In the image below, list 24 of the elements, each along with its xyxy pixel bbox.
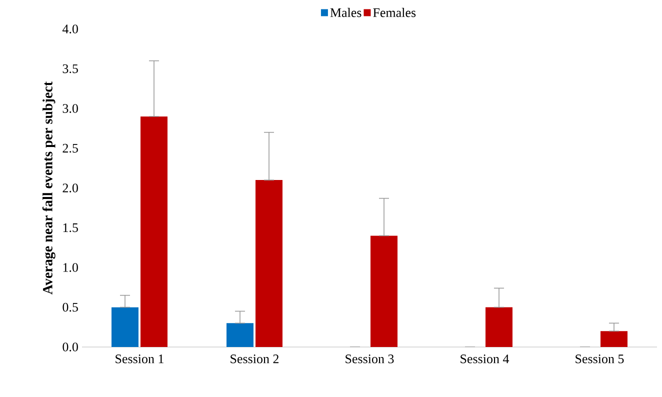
x-tick-label: Session 1 — [116, 354, 164, 364]
bar — [370, 236, 398, 347]
bar — [256, 180, 282, 347]
x-tick-label: Session 3 — [346, 354, 394, 364]
bar — [226, 323, 254, 347]
bar — [112, 307, 138, 347]
y-tick-label: 1.5 — [63, 223, 78, 232]
y-tick-label: 0.5 — [62, 302, 78, 312]
bar — [600, 331, 628, 347]
x-tick-label: Session 5 — [576, 354, 624, 364]
y-tick-label: 3.5 — [62, 64, 78, 74]
y-tick-label: 2.5 — [62, 144, 78, 153]
x-tick-label: Session 4 — [460, 354, 510, 364]
y-tick-label: 3.0 — [62, 104, 78, 113]
y-tick-label: 0.0 — [62, 342, 78, 352]
legend-label: Females — [373, 8, 416, 18]
x-tick-label: Session 2 — [230, 354, 279, 364]
y-tick-label: 2.0 — [62, 184, 78, 192]
bar — [140, 116, 168, 347]
y-tick-label: 1.0 — [63, 263, 78, 272]
y-axis-title: Average near fall events per subject — [42, 81, 56, 294]
bar — [486, 307, 512, 347]
legend-label: Males — [330, 8, 362, 18]
y-tick-label: 4.0 — [62, 24, 78, 34]
